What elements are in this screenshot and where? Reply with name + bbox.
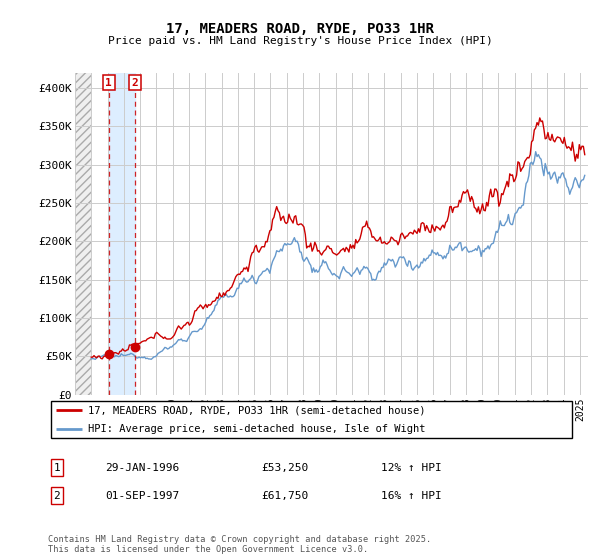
Text: 01-SEP-1997: 01-SEP-1997 bbox=[105, 491, 179, 501]
Text: £61,750: £61,750 bbox=[261, 491, 308, 501]
Text: 1: 1 bbox=[106, 78, 112, 87]
Text: 17, MEADERS ROAD, RYDE, PO33 1HR (semi-detached house): 17, MEADERS ROAD, RYDE, PO33 1HR (semi-d… bbox=[88, 405, 425, 415]
Text: 2: 2 bbox=[53, 491, 61, 501]
Bar bbox=[75, 73, 91, 395]
Text: 17, MEADERS ROAD, RYDE, PO33 1HR: 17, MEADERS ROAD, RYDE, PO33 1HR bbox=[166, 22, 434, 36]
Text: 2: 2 bbox=[131, 78, 138, 87]
Text: Contains HM Land Registry data © Crown copyright and database right 2025.
This d: Contains HM Land Registry data © Crown c… bbox=[48, 535, 431, 554]
Text: 12% ↑ HPI: 12% ↑ HPI bbox=[381, 463, 442, 473]
FancyBboxPatch shape bbox=[50, 401, 572, 438]
Text: 16% ↑ HPI: 16% ↑ HPI bbox=[381, 491, 442, 501]
Text: 29-JAN-1996: 29-JAN-1996 bbox=[105, 463, 179, 473]
Text: Price paid vs. HM Land Registry's House Price Index (HPI): Price paid vs. HM Land Registry's House … bbox=[107, 36, 493, 46]
Bar bbox=[109, 73, 135, 395]
Text: 1: 1 bbox=[53, 463, 61, 473]
Text: HPI: Average price, semi-detached house, Isle of Wight: HPI: Average price, semi-detached house,… bbox=[88, 424, 425, 433]
Text: £53,250: £53,250 bbox=[261, 463, 308, 473]
